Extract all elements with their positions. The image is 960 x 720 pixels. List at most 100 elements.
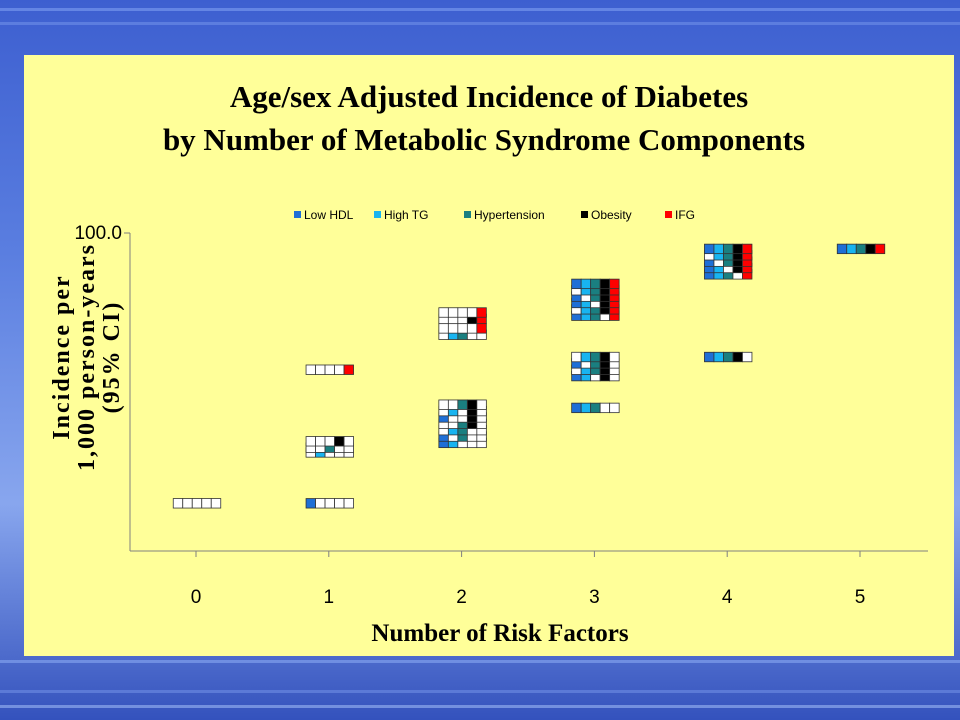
data-point-cell [599, 351, 611, 363]
x-tick-label: 1 [324, 587, 335, 608]
data-point-cell [447, 307, 459, 318]
data-point-cell [447, 323, 459, 334]
data-point-cell [476, 307, 487, 318]
data-point-cell [732, 351, 743, 363]
data-point-cell [182, 498, 193, 509]
data-point-cell [324, 436, 335, 447]
data-point [305, 364, 354, 375]
data-point-cell [466, 307, 478, 318]
chart: Age/sex Adjusted Incidence of Diabetes b… [49, 79, 928, 647]
data-point-cell [723, 243, 734, 255]
data-point-cell [324, 364, 335, 375]
chart-panel: Age/sex Adjusted Incidence of Diabetes b… [24, 55, 954, 656]
legend-label-2: Hypertension [474, 208, 545, 222]
data-point-cell [704, 351, 715, 363]
data-point-cell [315, 436, 326, 447]
data-point-cell [334, 436, 345, 447]
data-point-cell [457, 307, 468, 318]
data-point-cell [590, 351, 601, 363]
data-point-cell [334, 364, 345, 375]
data-point-cell [742, 243, 753, 255]
data-point [305, 436, 354, 447]
background-streak [0, 660, 960, 663]
data-point-cell [438, 399, 449, 410]
data-point-cell [571, 278, 582, 290]
background-streak [0, 705, 960, 708]
data-point-cell [466, 399, 478, 410]
data-point-cell [590, 278, 601, 290]
legend-swatch-1 [374, 211, 381, 218]
data-point-cell [210, 498, 222, 509]
data-point [438, 412, 487, 423]
data-point-cell [571, 402, 582, 414]
y-axis-label-line-1: Incidence per [49, 274, 75, 439]
background-streak [0, 8, 960, 11]
x-tick-label: 5 [855, 587, 866, 608]
data-point-cell [315, 364, 326, 375]
data-point-cell [609, 402, 620, 414]
data-point-cell [580, 402, 592, 414]
x-tick-label: 3 [589, 587, 600, 608]
data-point-cell [343, 364, 354, 375]
data-point [172, 498, 222, 509]
data-point [571, 304, 620, 315]
data-point-cell [476, 399, 487, 410]
data-point [438, 431, 487, 442]
data-point-cell [599, 278, 611, 290]
data-point [836, 243, 886, 255]
chart-subtitle: by Number of Metabolic Syndrome Componen… [163, 122, 805, 157]
data-point-cell [713, 243, 724, 255]
data-point-cell [590, 402, 601, 414]
y-tick-label: 100.0 [74, 223, 122, 244]
data-point-cell [466, 323, 478, 334]
data-point-cell [846, 243, 857, 255]
data-point-cell [324, 498, 335, 509]
data-point-cell [836, 243, 848, 255]
data-point-cell [438, 307, 449, 318]
data-point [571, 402, 620, 414]
data-point-cell [315, 498, 326, 509]
data-point-cell [201, 498, 212, 509]
data-point-cell [305, 364, 316, 375]
legend-label-3: Obesity [591, 208, 632, 222]
data-point [438, 323, 487, 334]
data-point-cell [580, 351, 592, 363]
data-point-cell [343, 498, 354, 509]
x-axis-label: Number of Risk Factors [371, 620, 628, 647]
data-point-cell [172, 498, 184, 509]
y-axis-ticks: 100.0 [74, 223, 130, 244]
data-point-cell [609, 278, 620, 290]
data-point [438, 399, 487, 410]
legend-swatch-0 [294, 211, 301, 218]
data-point [571, 278, 620, 290]
data-point [704, 243, 753, 255]
data-point-cell [865, 243, 876, 255]
data-point-cell [742, 351, 753, 363]
data-point-cell [476, 323, 487, 334]
y-axis-label-line-2: 1,000 person-years [74, 243, 100, 471]
legend: Low HDL High TG Hypertension Obesity IFG [294, 208, 695, 222]
data-point-cell [704, 243, 715, 255]
y-axis-label: Incidence per 1,000 person-years (95% CI… [49, 243, 125, 471]
chart-title: Age/sex Adjusted Incidence of Diabetes [230, 79, 748, 114]
data-point-cell [438, 323, 449, 334]
data-point-cell [580, 278, 592, 290]
background-streak [0, 690, 960, 693]
legend-swatch-3 [581, 211, 588, 218]
data-point [305, 498, 354, 509]
data-point [571, 370, 620, 382]
data-point-cell [599, 402, 611, 414]
x-tick-label: 4 [722, 587, 733, 608]
legend-label-4: IFG [675, 208, 695, 222]
data-points [172, 243, 886, 509]
legend-label-0: Low HDL [304, 208, 354, 222]
data-point-cell [305, 436, 316, 447]
data-point-cell [609, 351, 620, 363]
legend-swatch-4 [665, 211, 672, 218]
background-streak [0, 22, 960, 25]
data-point-cell [874, 243, 886, 255]
legend-swatch-2 [464, 211, 471, 218]
data-point [704, 351, 753, 363]
data-point-cell [571, 351, 582, 363]
x-axis-ticks: 0 1 2 3 4 5 [191, 551, 866, 608]
